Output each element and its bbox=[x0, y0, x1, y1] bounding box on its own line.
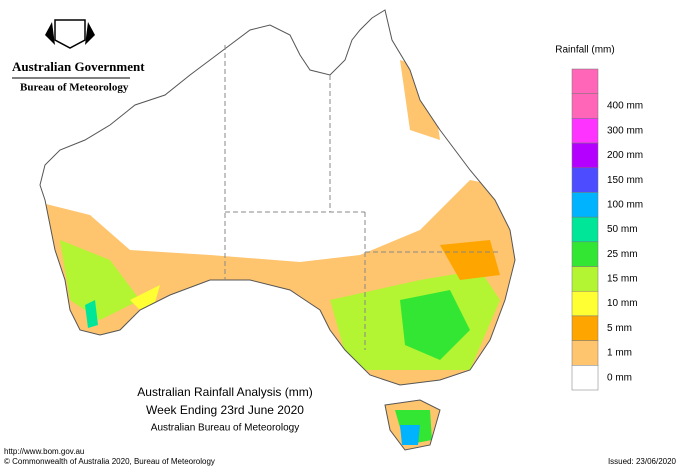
agency-name: Bureau of Meteorology bbox=[20, 82, 129, 94]
legend: Rainfall (mm) 400 mm 300 mm 200 mm 150 mm 10… bbox=[555, 45, 643, 391]
legend-label: 50 mm bbox=[607, 224, 638, 235]
legend-swatch bbox=[571, 118, 599, 144]
legend-swatch bbox=[571, 365, 599, 391]
legend-swatch bbox=[571, 216, 599, 243]
legend-label: 15 mm bbox=[607, 274, 638, 285]
legend-swatch bbox=[571, 142, 599, 169]
footer-issued: Issued: 23/06/2020 bbox=[608, 457, 677, 466]
caption-line: Australian Rainfall Analysis (mm) bbox=[137, 385, 312, 399]
legend-label: 400 mm bbox=[607, 101, 643, 112]
legend-label: 10 mm bbox=[607, 298, 638, 309]
legend-label: 0 mm bbox=[607, 372, 632, 383]
legend-swatch bbox=[571, 93, 599, 119]
coastline bbox=[39, 9, 516, 451]
logo: Australian Government Bureau of Meteorol… bbox=[12, 19, 145, 94]
legend-label: 100 mm bbox=[607, 199, 643, 210]
government-name: Australian Government bbox=[12, 59, 145, 74]
legend-swatch bbox=[571, 340, 599, 366]
legend-swatch bbox=[571, 266, 599, 292]
legend-title: Rainfall (mm) bbox=[555, 45, 614, 56]
legend-label: 150 mm bbox=[607, 175, 643, 186]
legend-swatch bbox=[571, 68, 599, 94]
legend-label: 300 mm bbox=[607, 125, 643, 136]
legend-label: 25 mm bbox=[607, 249, 638, 260]
footer-copyright: © Commonwealth of Australia 2020, Bureau… bbox=[4, 457, 215, 466]
caption-line: Week Ending 23rd June 2020 bbox=[146, 403, 304, 417]
legend-swatch bbox=[571, 241, 599, 267]
legend-label: 200 mm bbox=[607, 150, 643, 161]
legend-swatch bbox=[571, 192, 599, 218]
legend-swatch bbox=[571, 315, 599, 341]
footer-url: http://www.bom.gov.au bbox=[4, 447, 84, 456]
legend-label: 1 mm bbox=[607, 348, 632, 359]
state-borders bbox=[224, 45, 500, 350]
legend-label: 5 mm bbox=[607, 323, 632, 334]
legend-swatch bbox=[571, 167, 599, 193]
legend-swatch bbox=[571, 290, 599, 317]
caption-line: Australian Bureau of Meteorology bbox=[151, 423, 299, 434]
